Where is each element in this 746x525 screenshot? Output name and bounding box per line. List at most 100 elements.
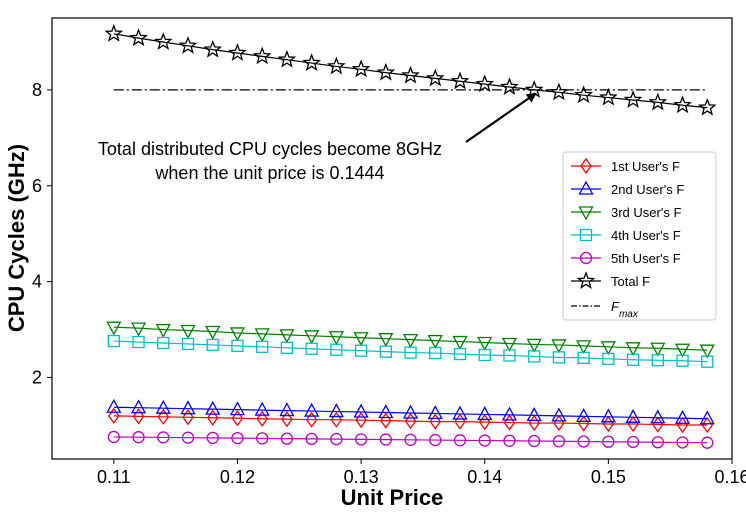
data-point (676, 436, 689, 449)
data-point (528, 434, 541, 448)
data-point (427, 334, 443, 349)
data-point (699, 344, 715, 359)
data-point (402, 333, 419, 349)
data-point (576, 340, 592, 355)
data-point (107, 334, 120, 348)
legend-label: 2nd User's F (611, 182, 684, 197)
data-point (178, 35, 198, 54)
legend-marker (580, 157, 592, 175)
legend-marker (578, 206, 594, 221)
data-point (206, 431, 219, 445)
data-point (181, 431, 195, 444)
series-line (113, 33, 708, 109)
legend-marker (576, 271, 596, 289)
data-point (699, 410, 715, 425)
data-point (500, 77, 519, 95)
data-point (132, 431, 145, 444)
data-point (501, 337, 518, 352)
data-point (327, 56, 346, 75)
data-point (651, 436, 664, 449)
data-point (203, 39, 223, 58)
data-point (625, 342, 641, 357)
data-point (330, 432, 343, 446)
data-point (650, 342, 666, 357)
data-point (577, 435, 590, 448)
data-point (674, 409, 691, 424)
data-point (452, 335, 468, 350)
data-point (528, 350, 541, 363)
y-tick-label: 2 (32, 368, 42, 388)
data-point (379, 345, 392, 358)
data-point (252, 46, 272, 65)
data-point (651, 354, 664, 367)
data-point (549, 82, 569, 101)
series-3 (106, 321, 715, 359)
data-point (503, 349, 516, 362)
data-point (206, 409, 219, 426)
data-point (425, 68, 445, 87)
data-point (180, 400, 196, 415)
data-point (626, 353, 640, 366)
data-point (132, 408, 145, 425)
series-1 (108, 407, 714, 434)
data-point (552, 351, 566, 364)
data-point (673, 95, 692, 114)
x-tick-label: 0.12 (220, 467, 255, 487)
data-point (305, 432, 318, 446)
data-point (106, 398, 122, 413)
annotation-line: when the unit price is 0.1444 (154, 163, 384, 183)
data-point (180, 324, 196, 339)
legend-label: 3rd User's F (611, 205, 681, 220)
data-point (478, 348, 491, 362)
data-point (129, 28, 148, 47)
annotation-line: Total distributed CPU cycles become 8GHz (98, 139, 442, 159)
data-point (676, 354, 689, 367)
series-5 (107, 430, 714, 449)
data-point (229, 327, 246, 342)
data-point (577, 351, 590, 365)
data-point (254, 328, 270, 343)
data-point (376, 62, 396, 81)
y-tick-label: 4 (32, 272, 42, 292)
data-point (526, 338, 542, 353)
data-point (304, 402, 320, 417)
data-point (626, 435, 640, 449)
legend-item: 4th User's F (571, 228, 681, 243)
data-point (602, 435, 615, 448)
data-point (701, 416, 714, 434)
data-point (404, 413, 417, 430)
data-point (205, 400, 221, 415)
legend-item: 2nd User's F (571, 180, 684, 197)
data-point (104, 23, 124, 42)
data-point (157, 408, 170, 425)
data-point (280, 432, 294, 445)
data-point (277, 49, 297, 68)
series-line (113, 326, 708, 351)
data-point (354, 433, 368, 446)
data-point (279, 329, 295, 344)
legend-label: Fmax (611, 299, 639, 320)
data-point (452, 405, 468, 420)
legend-marker (579, 251, 593, 265)
data-point (404, 433, 417, 446)
series-line (113, 340, 708, 363)
data-point (231, 431, 244, 445)
data-point (305, 342, 318, 355)
data-point (355, 412, 367, 429)
series-6 (104, 23, 717, 116)
data-point (427, 405, 443, 420)
data-point (130, 399, 147, 414)
data-point (551, 339, 567, 354)
data-point (328, 331, 344, 346)
data-point (648, 92, 668, 111)
data-point (302, 53, 321, 72)
data-point (650, 409, 666, 424)
data-point (429, 433, 442, 447)
data-point (551, 407, 567, 422)
legend-label: 5th User's F (611, 251, 681, 266)
data-point (380, 412, 392, 429)
data-point (526, 407, 542, 422)
x-axis-label: Unit Price (341, 485, 444, 510)
data-point (402, 404, 419, 419)
